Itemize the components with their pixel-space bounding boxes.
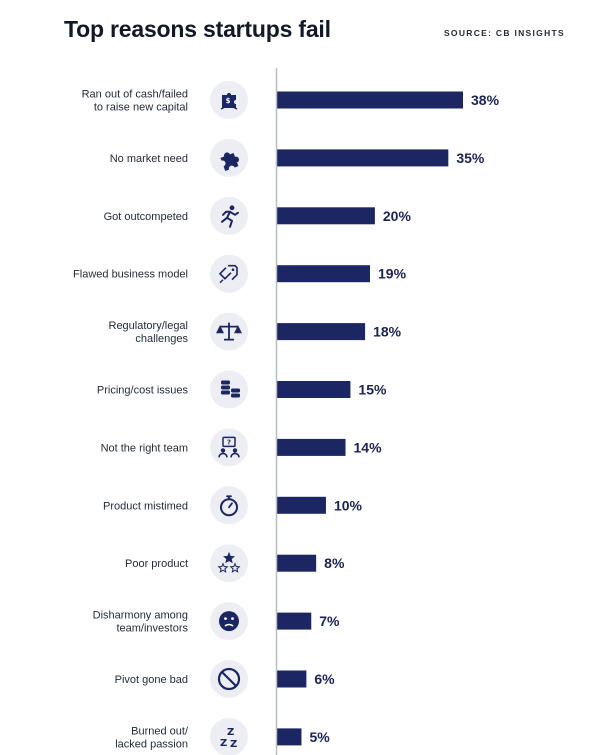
category-label: Pricing/cost issues bbox=[97, 385, 189, 397]
bar bbox=[277, 670, 307, 688]
category-label: Burned out/ bbox=[131, 725, 189, 737]
value-label: 14% bbox=[354, 439, 383, 455]
value-label: 18% bbox=[373, 324, 402, 340]
value-label: 7% bbox=[319, 613, 340, 629]
bar bbox=[277, 496, 326, 514]
category-label: Product mistimed bbox=[103, 500, 188, 512]
bar bbox=[277, 381, 351, 398]
bar bbox=[277, 149, 449, 167]
sad-face-icon bbox=[210, 602, 248, 641]
chart-row: Got outcompeted 20% bbox=[104, 196, 412, 235]
bar bbox=[277, 91, 463, 109]
team-question-icon: ? bbox=[210, 428, 248, 467]
coin-stack-icon bbox=[210, 370, 248, 409]
category-label: Pivot gone bad bbox=[115, 674, 188, 686]
svg-text:?: ? bbox=[227, 438, 231, 446]
stopwatch-icon bbox=[210, 486, 248, 525]
value-label: 20% bbox=[383, 208, 412, 224]
category-label: lacked passion bbox=[115, 738, 188, 750]
category-label: No market need bbox=[110, 153, 188, 165]
bar bbox=[277, 554, 317, 572]
bar bbox=[277, 207, 375, 225]
bar bbox=[277, 728, 302, 746]
sleep-zzz-icon: ZZ Z bbox=[210, 717, 248, 755]
value-label: 15% bbox=[358, 382, 387, 398]
page-title: Top reasons startups fail bbox=[64, 16, 331, 42]
puzzle-piece-icon bbox=[210, 138, 248, 177]
value-label: 35% bbox=[456, 150, 485, 166]
category-label: team/investors bbox=[116, 623, 188, 635]
broken-tag-icon bbox=[210, 254, 248, 293]
chart-row: Pricing/cost issues 15% bbox=[97, 370, 387, 409]
value-label: 19% bbox=[378, 266, 407, 282]
category-label: Poor product bbox=[125, 558, 188, 570]
money-puzzle-icon: $ bbox=[210, 81, 248, 119]
chart-row: Not the right team? 14% bbox=[101, 428, 383, 467]
svg-text:Z: Z bbox=[220, 738, 227, 749]
category-label: Not the right team bbox=[101, 442, 188, 454]
bar bbox=[277, 438, 346, 456]
bar bbox=[277, 612, 312, 630]
value-label: 8% bbox=[324, 555, 345, 571]
category-label: Regulatory/legal bbox=[109, 320, 189, 332]
value-label: 38% bbox=[471, 92, 500, 108]
bar bbox=[277, 323, 366, 341]
chart-row: Pivot gone bad 6% bbox=[115, 660, 335, 698]
category-label: Got outcompeted bbox=[104, 211, 188, 223]
source-label: SOURCE: CB INSIGHTS bbox=[443, 28, 565, 38]
chart-row: Burned out/lacked passion ZZ Z 5% bbox=[115, 717, 330, 755]
svg-text:Z: Z bbox=[230, 739, 237, 750]
bar bbox=[277, 265, 370, 283]
running-person-icon bbox=[210, 196, 248, 235]
category-label: Disharmony among bbox=[93, 610, 188, 622]
category-label: Ran out of cash/failed bbox=[82, 89, 188, 101]
chart-row: Poor product 8% bbox=[125, 544, 345, 583]
stars-icon bbox=[210, 544, 248, 583]
category-label: Flawed business model bbox=[73, 269, 188, 281]
value-label: 5% bbox=[309, 729, 330, 745]
value-label: 10% bbox=[334, 497, 363, 513]
chart-row: Product mistimed 10% bbox=[103, 486, 363, 525]
prohibited-icon bbox=[210, 660, 248, 698]
value-label: 6% bbox=[314, 671, 335, 687]
svg-text:Z: Z bbox=[227, 727, 234, 738]
chart-row: Flawed business model 19% bbox=[73, 254, 407, 293]
scales-icon bbox=[210, 312, 248, 351]
category-label: to raise new capital bbox=[94, 102, 188, 114]
svg-text:$: $ bbox=[226, 97, 231, 105]
chart-row: No market need 35% bbox=[110, 138, 485, 177]
category-label: challenges bbox=[135, 333, 188, 345]
